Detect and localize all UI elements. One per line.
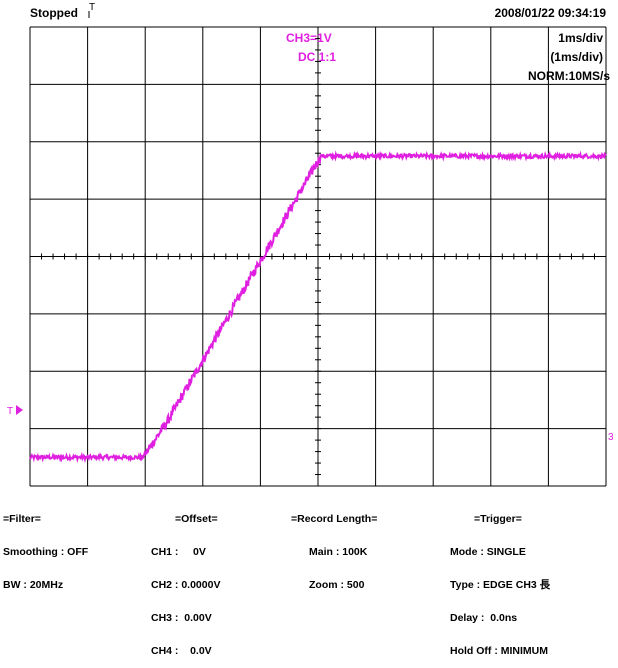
trigger-mode: Mode : SINGLE	[450, 546, 526, 558]
timestamp: 2008/01/22 09:34:19	[494, 6, 606, 20]
trigger-level-marker: T	[7, 406, 13, 417]
record-length-main: Main : 100K	[309, 546, 368, 558]
acquisition-mode-label: NORM:10MS/s	[527, 69, 610, 83]
record-length-header: =Record Length=	[291, 513, 378, 525]
channel-scale-label: CH3=1V	[286, 31, 332, 45]
trigger-level-arrow-icon	[16, 405, 23, 415]
acquisition-status: Stopped	[30, 6, 78, 20]
trigger-delay: Delay : 0.0ns	[450, 612, 518, 624]
trigger-type: Type : EDGE CH3 ⻑	[450, 579, 551, 591]
timebase-main-label: 1ms/div	[558, 31, 603, 45]
offset-panel: =Offset= CH1 : 0V CH2 : 0.0000V CH3 : 0.…	[151, 492, 220, 668]
channel-coupling-label: DC 1:1	[298, 50, 337, 64]
ch3-waveform-trace	[29, 150, 607, 464]
offset-ch4: CH4 : 0.0V	[151, 645, 212, 657]
filter-bandwidth: BW : 20MHz	[3, 579, 64, 591]
offset-ch3: CH3 : 0.00V	[151, 612, 212, 624]
ch3-ground-marker: 3	[608, 432, 614, 443]
offset-header: =Offset=	[175, 513, 218, 525]
trigger-holdoff: Hold Off : MINIMUM	[450, 645, 548, 657]
screen-markers: T T 3	[7, 2, 614, 443]
filter-header: =Filter=	[3, 513, 41, 525]
graticule-ticks	[41, 37, 595, 476]
filter-smoothing: Smoothing : OFF	[3, 546, 89, 558]
trigger-header: =Trigger=	[474, 513, 522, 525]
filter-panel: =Filter= Smoothing : OFF BW : 20MHz	[3, 492, 88, 602]
trigger-panel: =Trigger= Mode : SINGLE Type : EDGE CH3 …	[450, 492, 550, 668]
trigger-position-marker: T	[89, 2, 95, 13]
timebase-zoom-label: (1ms/div)	[550, 50, 603, 64]
record-length-zoom: Zoom : 500	[309, 579, 365, 591]
oscilloscope-screen: T T 3	[7, 2, 614, 487]
offset-ch1: CH1 : 0V	[151, 546, 206, 558]
offset-ch2: CH2 : 0.0000V	[151, 579, 221, 591]
record-length-panel: =Record Length= Main : 100K Zoom : 500	[291, 492, 377, 602]
